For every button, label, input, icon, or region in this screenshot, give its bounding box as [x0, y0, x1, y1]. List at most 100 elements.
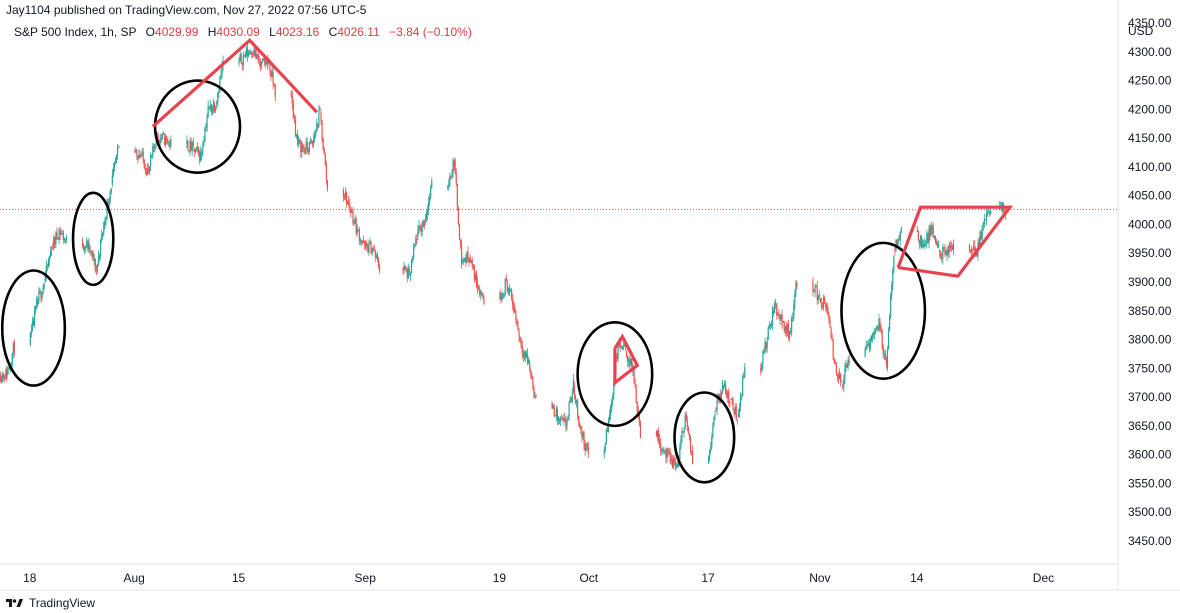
candle-body	[552, 405, 554, 409]
candle-body	[926, 233, 928, 243]
candle-body	[887, 329, 890, 350]
drawn-pattern-line[interactable]	[896, 205, 1014, 278]
candle-body	[363, 240, 365, 243]
candle-body	[880, 326, 882, 331]
candle-body	[981, 225, 983, 240]
candle-body	[722, 385, 725, 388]
candle-body	[865, 345, 867, 349]
tradingview-logo-icon	[6, 599, 23, 607]
candle-body	[32, 321, 35, 326]
candle-body	[375, 254, 377, 258]
candle-body	[108, 201, 110, 206]
candle-body	[628, 359, 630, 362]
candle-body	[928, 228, 930, 243]
candle-body	[587, 446, 589, 455]
candle-body	[970, 249, 973, 251]
candle-body	[458, 223, 461, 240]
candle-body	[405, 269, 407, 271]
candle-body	[874, 330, 876, 334]
candle-body	[870, 336, 873, 342]
candle-body	[875, 329, 877, 331]
candle-body	[848, 359, 850, 364]
candle-body	[189, 141, 191, 153]
drawn-circle[interactable]	[0, 269, 67, 387]
candle-body	[943, 246, 945, 248]
candle-body	[660, 443, 662, 451]
drawn-circle[interactable]	[576, 320, 654, 428]
drawn-circle[interactable]	[71, 191, 115, 287]
candle-body	[460, 243, 463, 265]
candle-body	[739, 396, 742, 407]
candle-body	[197, 147, 200, 153]
candle-body	[221, 66, 223, 75]
candle-body	[634, 383, 636, 387]
candle-body	[657, 430, 660, 440]
candle-body	[348, 201, 350, 204]
candle-body	[39, 290, 41, 293]
candle-body	[448, 183, 450, 187]
candle-body	[572, 379, 574, 393]
candle-body	[320, 112, 322, 121]
candle-body	[417, 229, 419, 236]
candle-body	[426, 209, 429, 216]
currency-label: USD	[1128, 24, 1154, 38]
candle-body	[374, 250, 376, 258]
candle-body	[427, 201, 430, 210]
candle-body	[48, 256, 51, 261]
high-value: 4030.09	[216, 25, 260, 39]
candle-body	[326, 180, 329, 190]
candle-body	[864, 348, 866, 357]
candle-body	[842, 385, 844, 388]
candle-body	[295, 134, 298, 136]
candle-body	[774, 303, 776, 313]
candle-body	[415, 239, 417, 246]
candle-body	[201, 150, 203, 156]
candle-body	[940, 251, 942, 258]
candle-body	[554, 415, 556, 417]
candle-body	[203, 141, 205, 146]
candle-body	[135, 149, 137, 151]
candle-body	[933, 235, 935, 238]
candle-body	[725, 384, 727, 394]
candle-body	[245, 48, 248, 55]
drawn-circle[interactable]	[673, 391, 736, 484]
candle-body	[406, 269, 408, 279]
candle-body	[521, 345, 523, 354]
candle-body	[631, 358, 633, 372]
candle-body	[473, 265, 475, 280]
candle-body	[98, 255, 101, 257]
drawn-circle[interactable]	[153, 79, 242, 174]
candle-body	[408, 268, 411, 271]
candle-body	[565, 420, 567, 429]
price-tick-label: 4250.00	[1128, 74, 1172, 88]
candle-body	[721, 382, 724, 394]
candle-body	[206, 116, 208, 128]
candle-body	[239, 54, 241, 60]
candle-body	[151, 155, 153, 157]
candle-body	[584, 444, 586, 451]
drawn-circle[interactable]	[840, 241, 927, 380]
candle-body	[674, 461, 677, 468]
candle-body	[37, 301, 39, 306]
candle-body	[719, 394, 721, 399]
candle-body	[249, 52, 251, 54]
drawn-pattern-line[interactable]	[151, 38, 318, 128]
drawn-pattern-line[interactable]	[613, 333, 640, 386]
candle-body	[661, 450, 663, 452]
candle-body	[524, 352, 527, 358]
candle-body	[251, 51, 253, 55]
candle-body	[898, 239, 900, 241]
candle-body	[518, 330, 520, 338]
candle-body	[38, 292, 40, 302]
candle-body	[567, 416, 569, 421]
candle-body	[633, 371, 635, 384]
candle-body	[816, 285, 818, 300]
candle-body	[775, 303, 777, 306]
candle-body	[109, 191, 111, 202]
candle-body	[735, 406, 737, 421]
candle-body	[244, 55, 247, 57]
candle-body	[867, 343, 869, 346]
candle-body	[65, 237, 68, 240]
candle-body	[353, 221, 355, 224]
